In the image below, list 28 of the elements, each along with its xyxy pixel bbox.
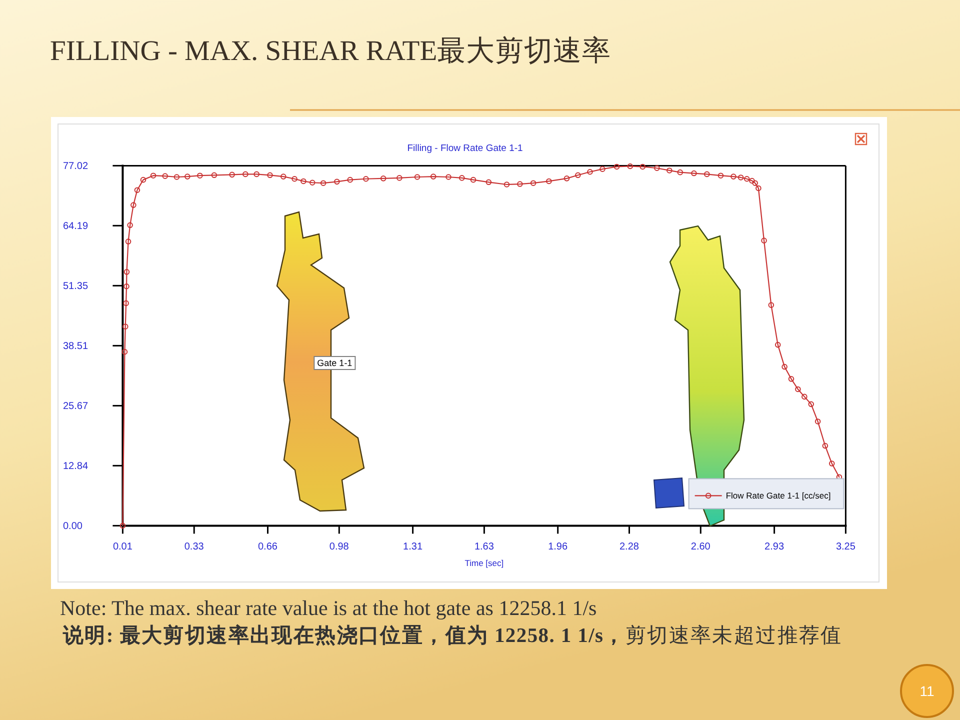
x-tick-label: 1.96 [548,542,568,552]
chart-subtitle: Filling - Flow Rate Gate 1-1 [407,143,523,154]
x-tick-label: 1.31 [403,542,423,552]
y-tick-label: 64.19 [63,221,88,232]
x-tick-label: 0.66 [258,542,278,552]
y-tick-label: 38.51 [63,341,88,352]
annotation: Gate 1-1 [314,356,356,370]
legend: Flow Rate Gate 1-1 [cc/sec] [688,478,844,510]
annotation: Gate 1-1 [317,358,352,368]
x-tick-label: 0.01 [112,542,133,552]
x-tick-label: 3.25 [836,542,856,552]
x-tick-label: 0.98 [329,542,350,552]
y-tick-label: 12.84 [63,461,88,472]
annotation: Note: The max. shear rate value is at the hot gate as 12258.1 1/s [60,596,597,620]
y-tick-label: 0.00 [63,521,83,532]
x-tick-label: 2.93 [764,542,784,552]
y-tick-label: 25.67 [63,401,88,412]
chart-title: FILLING - MAX. SHEAR RATE最大剪切速率 [50,35,612,67]
x-tick-label: 0.33 [184,542,204,552]
annotation: 说明: 最大剪切速率出现在热浇口位置，值为 12258. 1 1/s，剪切速率未超过推荐值 [63,625,842,647]
y-tick-label: 77.02 [63,161,88,172]
annotation: 11 [900,664,954,718]
legend-label: Flow Rate Gate 1-1 [cc/sec] [726,490,831,501]
x-axis-title: Time [sec] [464,558,504,568]
x-tick-label: 1.63 [474,542,494,552]
y-tick-label: 51.35 [63,281,88,292]
x-tick-label: 2.28 [620,542,640,552]
x-tick-label: 2.60 [690,542,711,552]
